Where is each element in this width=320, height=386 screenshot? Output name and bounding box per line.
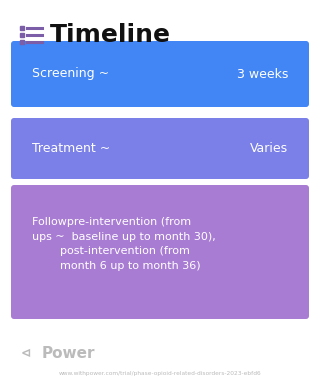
Text: Varies: Varies <box>250 142 288 155</box>
FancyBboxPatch shape <box>11 41 309 107</box>
Text: Treatment ~: Treatment ~ <box>32 142 110 155</box>
FancyBboxPatch shape <box>11 185 309 319</box>
FancyBboxPatch shape <box>11 118 309 179</box>
Text: Power: Power <box>42 345 95 361</box>
Text: Timeline: Timeline <box>50 23 171 47</box>
Text: 3 weeks: 3 weeks <box>236 68 288 81</box>
Text: www.withpower.com/trial/phase-opioid-related-disorders-2023-ebfd6: www.withpower.com/trial/phase-opioid-rel… <box>59 371 261 376</box>
Text: ⊲: ⊲ <box>21 347 31 359</box>
Text: Screening ~: Screening ~ <box>32 68 109 81</box>
Text: Followpre-intervention (from
ups ~  baseline up to month 30),
        post-inter: Followpre-intervention (from ups ~ basel… <box>32 217 216 271</box>
